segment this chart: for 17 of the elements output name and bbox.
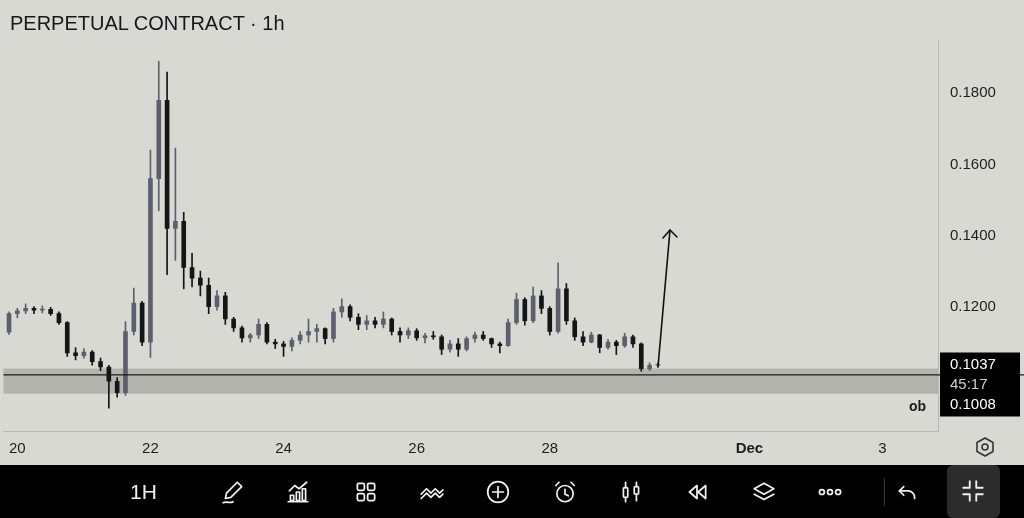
y-tick-label: 0.1600 [950,154,996,172]
x-tick-label: 20 [9,439,26,457]
text: 1H [130,479,157,505]
x-tick-label: Dec [735,439,764,457]
text: 0.1037 [950,354,996,372]
chart-title: PERPETUAL CONTRACT · 1h [10,11,285,35]
text: 45:17 [950,374,988,392]
x-tick-label: 22 [142,439,159,457]
band-label: ob [908,397,926,414]
ref-line-label: 0.1008 [950,394,996,412]
y-tick-label: 0.1200 [950,296,996,314]
x-tick-label: 28 [541,439,559,457]
x-tick-label: 26 [408,439,426,457]
x-tick-label: 24 [275,439,292,457]
y-tick-label: 0.1800 [950,83,996,101]
y-tick-label: 0.1400 [950,225,996,243]
x-tick-label: 3 [878,439,887,457]
